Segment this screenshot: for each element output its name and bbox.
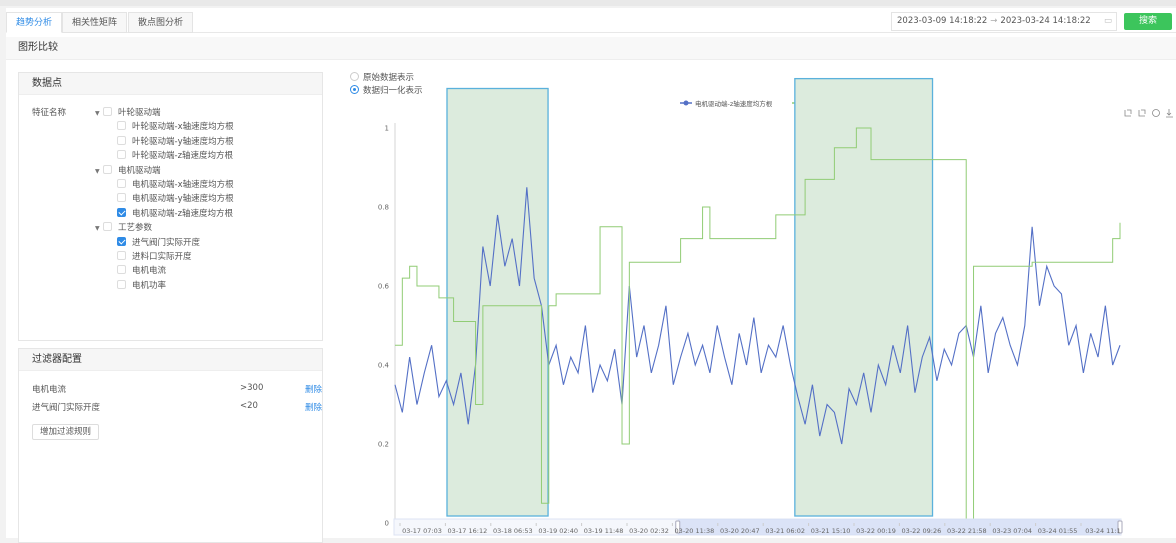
- filter-rule-name: 电机电流: [32, 385, 67, 395]
- item-checkbox[interactable]: [117, 279, 126, 289]
- tree-item[interactable]: 叶轮驱动端-x轴速度均方根: [117, 121, 234, 133]
- item-label: 进气阀门实际开度: [132, 237, 201, 248]
- tree-item[interactable]: 进料口实际开度: [117, 251, 192, 263]
- item-label: 进料口实际开度: [132, 252, 192, 262]
- group-label: 叶轮驱动端: [118, 108, 161, 118]
- radio-label: 数据归一化表示: [363, 86, 423, 96]
- date-start[interactable]: 2023-03-09 14:18:22: [897, 16, 988, 26]
- group-label: 工艺参数: [118, 223, 153, 234]
- main-panel: 趋势分析 相关性矩阵 散点图分析 2023-03-09 14:18:22 → 202…: [6, 8, 1176, 543]
- tab-scatter-analysis[interactable]: 散点图分析: [128, 12, 194, 33]
- item-label: 叶轮驱动端-y轴速度均方根: [132, 136, 234, 147]
- item-checkbox[interactable]: [117, 265, 126, 275]
- radio-raw-data[interactable]: 原始数据表示: [350, 72, 414, 84]
- delete-rule-button[interactable]: 删除: [305, 385, 323, 395]
- datapoints-card: 数据点 特征名称 ▼ 叶轮驱动端叶轮驱动端-x轴速度均方根 叶轮驱动端-y轴速度均方…: [18, 72, 323, 341]
- tab-correlation-matrix[interactable]: 相关性矩阵: [62, 12, 128, 33]
- group-label: 电机驱动端: [118, 165, 161, 176]
- tree-item[interactable]: 电机电流: [117, 265, 166, 277]
- item-checkbox[interactable]: [117, 179, 126, 188]
- tree-group[interactable]: ▼ 叶轮驱动端: [95, 107, 161, 119]
- item-checkbox[interactable]: [117, 135, 126, 145]
- item-checkbox[interactable]: [117, 121, 126, 131]
- add-filter-rule-button[interactable]: 增加过滤规则: [32, 424, 100, 440]
- calendar-icon[interactable]: ▭: [1103, 13, 1112, 30]
- tree-item[interactable]: 电机驱动端-z轴速度均方根: [117, 207, 234, 220]
- filter-card: 过滤器配置 电机电流 >300 删除 进气阀门实际开度 <20 删除 增加过滤规…: [18, 348, 323, 543]
- item-label: 电机电流: [132, 266, 167, 277]
- item-label: 电机驱动端-x轴速度均方根: [132, 180, 234, 190]
- group-checkbox[interactable]: [103, 164, 112, 174]
- tab-bar: 趋势分析 相关性矩阵 散点图分析 2023-03-09 14:18:22 → 202…: [6, 8, 1176, 33]
- item-label: 电机驱动端-y轴速度均方根: [132, 194, 234, 205]
- item-checkbox[interactable]: [117, 251, 126, 260]
- caret-down-icon[interactable]: ▼: [95, 110, 100, 117]
- tree-item[interactable]: 叶轮驱动端-z轴速度均方根: [117, 150, 233, 162]
- section-title: 图形比较: [6, 37, 1176, 60]
- item-label: 叶轮驱动端-z轴速度均方根: [132, 151, 234, 162]
- tree-item[interactable]: 电机功率: [117, 279, 167, 292]
- tree-item[interactable]: 电机驱动端-x轴速度均方根: [117, 179, 234, 191]
- radio-normalized-data[interactable]: 数据归一化表示: [350, 85, 423, 97]
- item-checkbox[interactable]: [117, 150, 126, 160]
- item-label: 电机功率: [132, 280, 167, 291]
- item-checkbox[interactable]: [117, 193, 126, 203]
- item-checkbox[interactable]: [117, 207, 126, 217]
- group-checkbox[interactable]: [103, 107, 112, 116]
- filter-rule-condition: <20: [240, 401, 258, 411]
- date-range-picker[interactable]: 2023-03-09 14:18:22 → 2023-03-24 14:18:22 …: [891, 12, 1117, 31]
- tree-item[interactable]: 进气阀门实际开度: [117, 236, 201, 249]
- filter-rule-name: 进气阀门实际开度: [32, 403, 101, 413]
- tree-item[interactable]: 电机驱动端-y轴速度均方根: [117, 193, 234, 205]
- tree-item[interactable]: 叶轮驱动端-y轴速度均方根: [117, 135, 234, 148]
- top-strip: [0, 0, 1176, 6]
- filter-rule-condition: >300: [240, 383, 264, 393]
- date-separator: →: [990, 16, 998, 26]
- caret-down-icon[interactable]: ▼: [95, 167, 100, 175]
- item-label: 叶轮驱动端-x轴速度均方根: [132, 122, 234, 133]
- caret-down-icon[interactable]: ▼: [95, 225, 100, 233]
- radio-label: 原始数据表示: [363, 73, 415, 83]
- tree-group[interactable]: ▼ 工艺参数: [95, 222, 152, 234]
- group-checkbox[interactable]: [103, 222, 112, 232]
- item-label: 电机驱动端-z轴速度均方根: [132, 208, 234, 219]
- datapoints-title: 数据点: [19, 73, 322, 95]
- tree-group[interactable]: ▼ 电机驱动端: [95, 164, 161, 177]
- feature-label: 特征名称: [32, 108, 67, 118]
- filter-rule: 进气阀门实际开度 <20 删除: [32, 401, 322, 413]
- radio-circle[interactable]: [350, 72, 359, 81]
- filter-title: 过滤器配置: [19, 349, 322, 371]
- item-checkbox[interactable]: [117, 236, 126, 246]
- radio-circle[interactable]: [350, 85, 359, 94]
- tab-trend-analysis[interactable]: 趋势分析: [6, 12, 63, 33]
- delete-rule-button[interactable]: 删除: [305, 403, 323, 413]
- date-end[interactable]: 2023-03-24 14:18:22: [1000, 16, 1091, 26]
- search-button[interactable]: 搜索: [1124, 13, 1172, 30]
- filter-rule: 电机电流 >300 删除: [32, 383, 322, 395]
